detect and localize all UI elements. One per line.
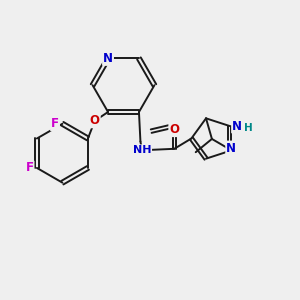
Text: F: F — [51, 117, 59, 130]
Text: O: O — [169, 123, 179, 136]
Text: N: N — [226, 142, 236, 154]
Text: F: F — [26, 161, 34, 174]
Text: N: N — [232, 119, 242, 133]
Text: NH: NH — [133, 145, 151, 155]
Text: H: H — [244, 122, 252, 133]
Text: O: O — [90, 114, 100, 127]
Text: N: N — [103, 52, 113, 65]
